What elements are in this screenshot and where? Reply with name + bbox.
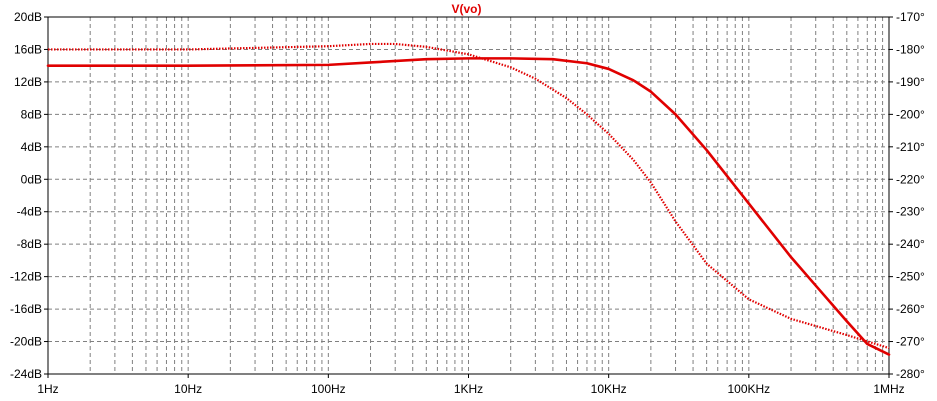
y-right-tick-label: -200° — [896, 107, 925, 121]
y-left-tick-label: -8dB — [17, 237, 42, 251]
y-left-tick-label: 4dB — [21, 140, 42, 154]
y-right-tick-label: -180° — [896, 42, 925, 56]
chart-title: V(vo) — [452, 2, 482, 16]
grid — [48, 17, 889, 374]
y-right-tick-label: -210° — [896, 140, 925, 154]
y-left-tick-label: -24dB — [10, 367, 42, 381]
y-left-tick-label: -16dB — [10, 302, 42, 316]
x-tick-label: 100Hz — [311, 382, 346, 396]
series-group — [46, 42, 891, 356]
y-left-tick-label: 16dB — [14, 42, 42, 56]
y-right-tick-label: -220° — [896, 172, 925, 186]
x-tick-label: 10KHz — [591, 382, 627, 396]
y-left-tick-label: -12dB — [10, 270, 42, 284]
x-tick-label: 100KHz — [727, 382, 770, 396]
y-left-tick-label: -4dB — [17, 205, 42, 219]
axis-ticks: 1Hz 10Hz 100Hz 1KHz 10KHz 100KHz 1MHz 20dB 16dB 1… — [10, 10, 925, 396]
y-right-tick-label: -270° — [896, 335, 925, 349]
y-left-tick-label: 8dB — [21, 107, 42, 121]
x-tick-label: 1MHz — [873, 382, 904, 396]
y-left-tick-label: -20dB — [10, 335, 42, 349]
y-left-tick-label: 0dB — [21, 172, 42, 186]
y-right-tick-label: -170° — [896, 10, 925, 24]
y-right-tick-label: -230° — [896, 205, 925, 219]
y-left-tick-label: 20dB — [14, 10, 42, 24]
y-left-tick-label: 12dB — [14, 75, 42, 89]
y-right-tick-label: -190° — [896, 75, 925, 89]
x-tick-label: 1Hz — [37, 382, 58, 396]
magnitude-series-line — [46, 57, 891, 356]
y-right-tick-label: -280° — [896, 367, 925, 381]
y-right-tick-label: -260° — [896, 302, 925, 316]
y-right-tick-label: -250° — [896, 270, 925, 284]
y-right-tick-label: -240° — [896, 237, 925, 251]
x-tick-label: 10Hz — [174, 382, 202, 396]
x-tick-label: 1KHz — [454, 382, 483, 396]
